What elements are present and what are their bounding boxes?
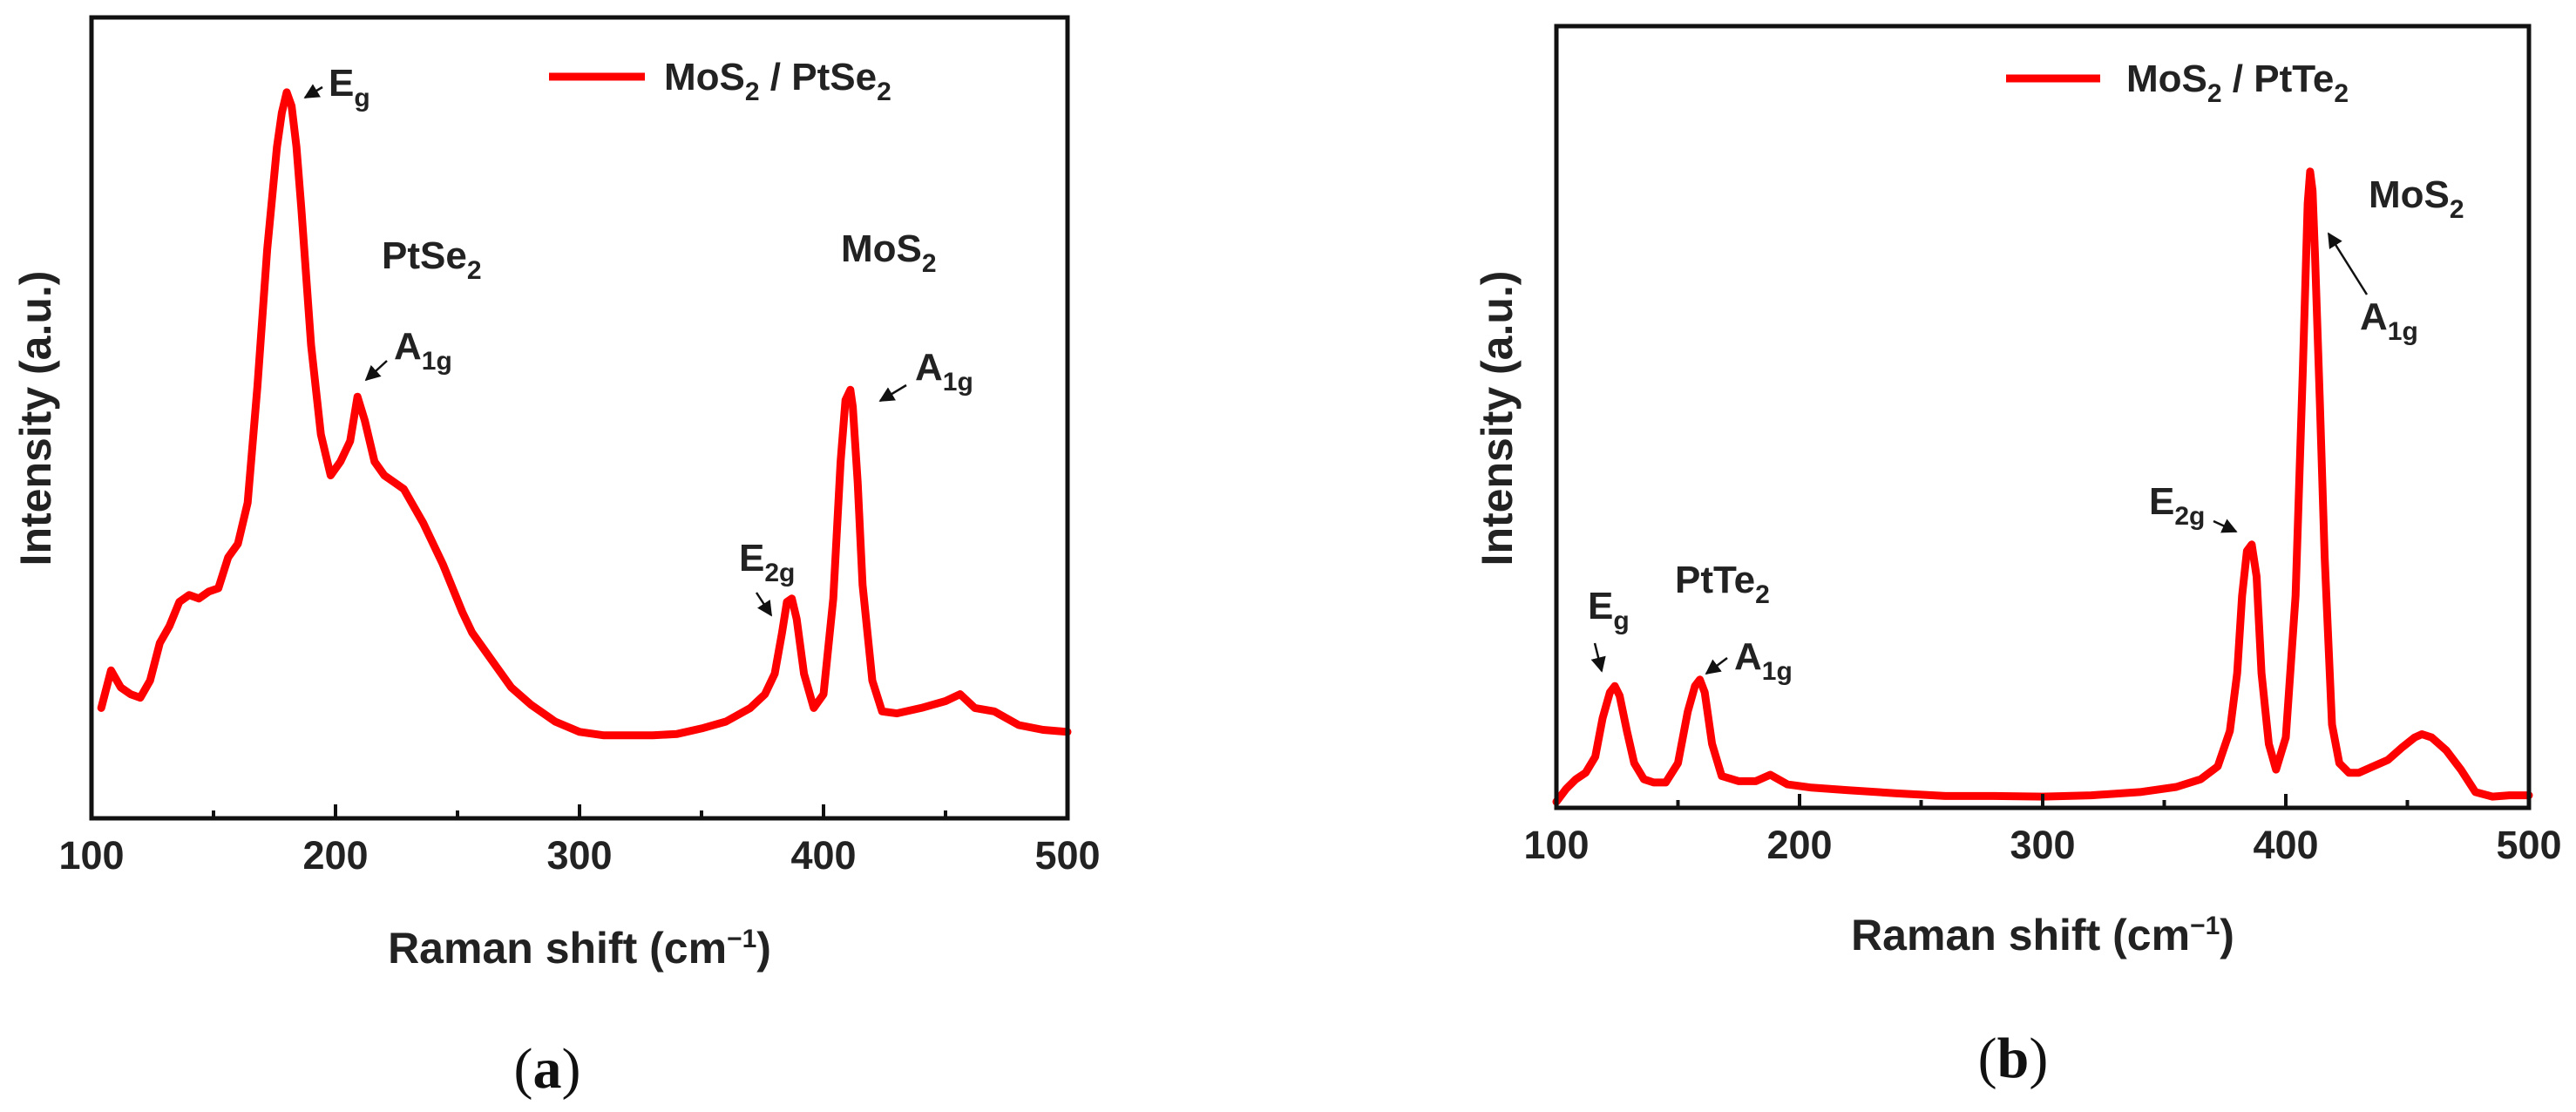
plot-area-a	[89, 15, 1072, 821]
legend-label-b: MoS2 / PtTe2	[2126, 58, 2349, 108]
svg-text:A1g: A1g	[915, 346, 973, 397]
plot-area-b	[1552, 24, 2533, 810]
x-tick-label-a-400: 400	[790, 833, 856, 878]
arrow-a1g-mos2-b	[2327, 232, 2369, 295]
panel-label-a: (a)	[514, 1037, 581, 1101]
annotation-a1g-mos2-a: A1g	[878, 346, 973, 403]
annotation-eg-a: Eg	[303, 62, 370, 112]
x-axis-ticks-b: 100 200 300 400 500	[1523, 794, 2562, 867]
annotation-a1g-mos2-b: A1g	[2327, 232, 2418, 346]
x-tick-label-b-100: 100	[1523, 823, 1589, 867]
annotation-ptse2: PtSe2	[382, 234, 482, 285]
legend-b: MoS2 / PtTe2	[2006, 58, 2349, 108]
x-tick-label-a-200: 200	[302, 833, 368, 878]
x-tick-label-b-200: 200	[1766, 823, 1832, 867]
plot-frame-a	[89, 15, 1070, 821]
annotation-ptte2: PtTe2	[1675, 559, 1770, 609]
x-tick-label-b-400: 400	[2253, 823, 2318, 867]
annotation-e2g-b: E2g	[2149, 480, 2238, 533]
legend-a: MoS2 / PtSe2	[549, 56, 891, 106]
annotation-a1g-ptse2: A1g	[364, 325, 452, 382]
x-axis-title-b: Raman shift (cm−1)	[1851, 911, 2234, 959]
spectrum-line-mos2-ptte2	[1552, 167, 2533, 806]
y-axis-title-a: Intensity (a.u.)	[11, 271, 60, 566]
annotation-a1g-ptte2: A1g	[1705, 635, 1793, 686]
x-tick-label-b-300: 300	[2010, 823, 2075, 867]
svg-text:Eg: Eg	[329, 62, 370, 112]
svg-text:E2g: E2g	[2149, 480, 2205, 531]
annotation-mos2-b: MoS2	[2369, 173, 2464, 224]
arrow-a1g-ptte2	[1705, 657, 1728, 675]
chart-panel-a: 100 200 300 400 500 Raman shift (cm−1) Inten…	[11, 15, 1101, 1101]
arrow-e2g-b	[2213, 519, 2238, 533]
x-tick-label-a-300: 300	[546, 833, 612, 878]
y-axis-title-b: Intensity (a.u.)	[1473, 271, 1522, 566]
spectrum-line-mos2-ptse2	[97, 88, 1072, 740]
svg-text:A1g: A1g	[1734, 635, 1793, 686]
arrow-a1g-ptse2	[364, 360, 388, 382]
arrow-a1g-mos2-a	[878, 383, 907, 403]
svg-text:A1g: A1g	[2360, 295, 2418, 346]
x-tick-label-a-100: 100	[58, 833, 124, 878]
annotation-mos2-a: MoS2	[841, 227, 937, 278]
x-axis-title-a: Raman shift (cm−1)	[388, 924, 771, 973]
x-axis-ticks-a: 100 200 300 400 500	[58, 804, 1101, 878]
arrow-eg-a	[303, 84, 323, 99]
panel-label-b: (b)	[1978, 1027, 2049, 1090]
x-tick-label-b-500: 500	[2496, 823, 2561, 867]
arrow-eg-b	[1590, 642, 1606, 673]
x-tick-label-a-500: 500	[1034, 833, 1100, 878]
svg-text:A1g: A1g	[394, 325, 452, 376]
chart-panel-b: 100 200 300 400 500 Raman shift (cm−1) Inten…	[1473, 24, 2562, 1090]
legend-label-a: MoS2 / PtSe2	[664, 56, 891, 106]
svg-text:Eg: Eg	[1588, 585, 1630, 635]
svg-text:E2g: E2g	[739, 537, 795, 587]
annotation-eg-b: Eg	[1588, 585, 1630, 673]
arrow-e2g-a	[755, 592, 773, 617]
